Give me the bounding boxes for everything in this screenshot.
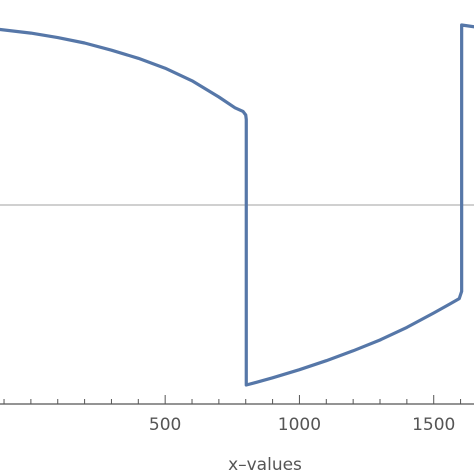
x-tick-label: 1500 [412, 415, 455, 435]
series-line-0 [0, 23, 474, 387]
x-tick-label: 1000 [278, 415, 321, 435]
x-axis-title: x–values [228, 455, 302, 474]
x-tick-label: 500 [149, 415, 181, 435]
